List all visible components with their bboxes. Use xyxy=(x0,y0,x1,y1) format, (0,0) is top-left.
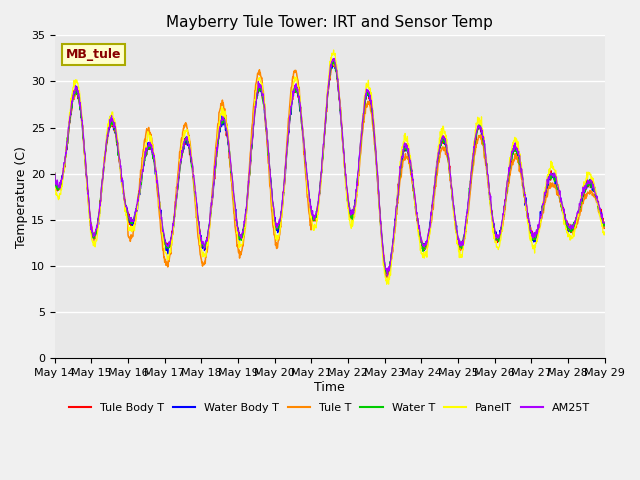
Tule T xyxy=(488,208,495,214)
PanelT xyxy=(416,238,424,244)
Water T xyxy=(173,194,180,200)
Tule T xyxy=(601,225,609,231)
Water Body T xyxy=(160,231,168,237)
AM25T xyxy=(160,229,168,235)
Water T xyxy=(488,208,495,214)
Water T xyxy=(51,170,58,176)
Water T xyxy=(160,232,168,238)
Line: Water T: Water T xyxy=(54,60,605,273)
AM25T xyxy=(173,192,180,197)
Tule T xyxy=(536,224,544,229)
AM25T xyxy=(383,272,391,278)
Tule Body T xyxy=(416,232,424,238)
PanelT xyxy=(51,184,58,190)
Tule T xyxy=(235,250,243,255)
Tule Body T xyxy=(383,274,390,280)
PanelT xyxy=(488,213,495,219)
Water Body T xyxy=(173,189,180,194)
Tule T xyxy=(173,187,180,192)
PanelT xyxy=(601,229,609,235)
Tule Body T xyxy=(601,225,609,231)
Tule T xyxy=(328,59,335,65)
Water T xyxy=(536,220,544,226)
PanelT xyxy=(235,238,243,243)
AM25T xyxy=(488,207,495,213)
Water T xyxy=(416,234,424,240)
Water T xyxy=(601,221,609,227)
PanelT xyxy=(536,225,544,230)
Water T xyxy=(383,270,390,276)
Line: Tule Body T: Tule Body T xyxy=(54,60,605,277)
AM25T xyxy=(51,171,58,177)
Title: Mayberry Tule Tower: IRT and Sensor Temp: Mayberry Tule Tower: IRT and Sensor Temp xyxy=(166,15,493,30)
Line: Water Body T: Water Body T xyxy=(54,59,605,276)
Tule Body T xyxy=(488,210,495,216)
X-axis label: Time: Time xyxy=(314,381,345,394)
Tule Body T xyxy=(328,57,336,62)
Text: MB_tule: MB_tule xyxy=(66,48,121,61)
Water T xyxy=(235,230,243,236)
Water Body T xyxy=(51,180,58,186)
Tule T xyxy=(51,174,58,180)
Legend: Tule Body T, Water Body T, Tule T, Water T, PanelT, AM25T: Tule Body T, Water Body T, Tule T, Water… xyxy=(65,398,595,417)
Tule T xyxy=(160,251,168,257)
Water Body T xyxy=(330,56,338,61)
Water Body T xyxy=(488,206,495,212)
Water Body T xyxy=(416,234,424,240)
PanelT xyxy=(160,239,168,245)
AM25T xyxy=(235,228,243,233)
PanelT xyxy=(383,281,390,287)
Tule Body T xyxy=(235,227,243,233)
PanelT xyxy=(330,47,337,53)
Line: AM25T: AM25T xyxy=(54,59,605,275)
AM25T xyxy=(330,56,338,61)
Tule Body T xyxy=(173,190,180,196)
Line: Tule T: Tule T xyxy=(54,62,605,278)
Water Body T xyxy=(601,224,609,230)
Tule Body T xyxy=(536,223,544,228)
Line: PanelT: PanelT xyxy=(54,50,605,284)
PanelT xyxy=(173,187,180,192)
Water Body T xyxy=(536,218,544,224)
Water Body T xyxy=(235,227,243,233)
Tule T xyxy=(416,229,424,235)
Water Body T xyxy=(383,274,390,279)
AM25T xyxy=(416,226,424,232)
AM25T xyxy=(601,219,609,225)
AM25T xyxy=(536,216,544,221)
Water T xyxy=(328,57,336,63)
Y-axis label: Temperature (C): Temperature (C) xyxy=(15,146,28,248)
Tule Body T xyxy=(51,170,58,176)
Tule T xyxy=(383,276,391,281)
Tule Body T xyxy=(160,232,168,238)
